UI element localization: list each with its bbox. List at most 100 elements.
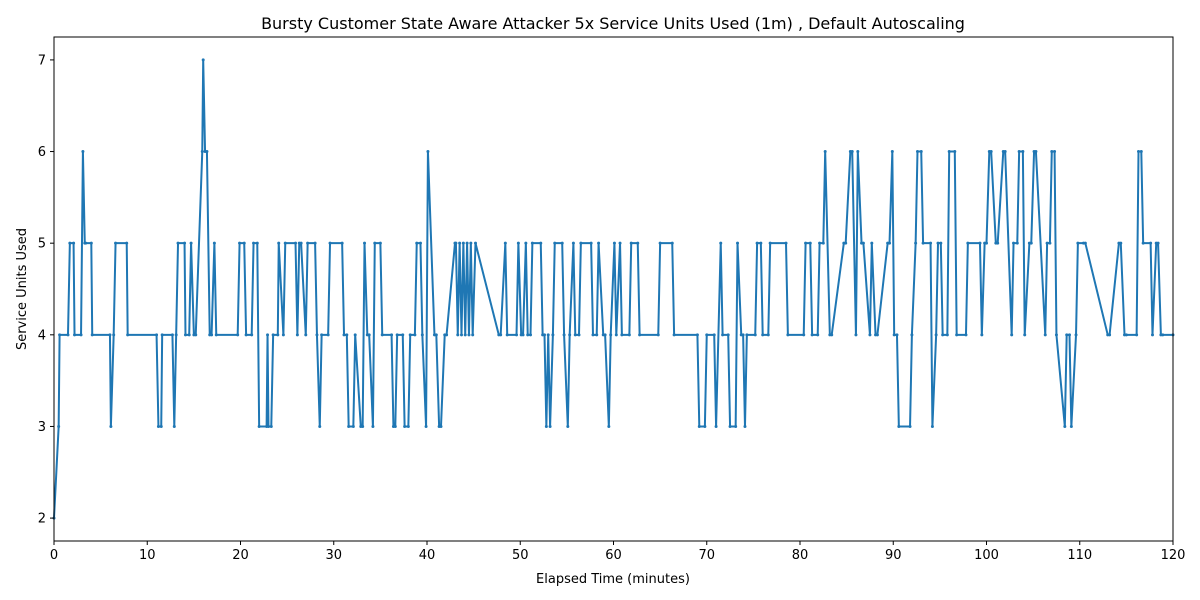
data-point [395, 333, 399, 337]
data-point [714, 424, 718, 428]
data-point [741, 333, 745, 337]
data-point [721, 333, 725, 337]
data-point [1048, 241, 1052, 245]
x-tick-label: 90 [885, 548, 902, 563]
data-point [875, 333, 879, 337]
data-point [577, 333, 581, 337]
data-point [516, 241, 520, 245]
x-tick-label: 70 [698, 548, 715, 563]
data-point [458, 241, 462, 245]
data-point [467, 333, 471, 337]
data-point [895, 333, 899, 337]
data-point [697, 424, 701, 428]
data-point [353, 333, 357, 337]
data-point [159, 424, 163, 428]
data-point [1108, 333, 1112, 337]
data-point [401, 333, 405, 337]
data-point [66, 333, 70, 337]
data-point [1161, 333, 1165, 337]
data-point [1135, 333, 1139, 337]
data-point [636, 241, 640, 245]
data-point [844, 241, 848, 245]
data-point [57, 424, 61, 428]
data-point [1034, 150, 1038, 154]
y-tick-label: 4 [38, 328, 46, 343]
data-point [802, 333, 806, 337]
data-point [1015, 241, 1019, 245]
data-point [320, 333, 324, 337]
data-point [326, 333, 330, 337]
data-point [345, 333, 349, 337]
data-point [804, 241, 808, 245]
data-point [160, 333, 164, 337]
data-point [378, 241, 382, 245]
data-point [980, 333, 984, 337]
data-point [1045, 241, 1049, 245]
data-point [910, 333, 914, 337]
chart-title: Bursty Customer State Aware Attacker 5x … [261, 14, 965, 33]
data-point [460, 333, 463, 337]
x-tick-label: 110 [1067, 548, 1092, 563]
data-point [367, 333, 371, 337]
x-tick-label: 50 [512, 548, 529, 563]
y-tick-label: 3 [38, 420, 46, 435]
data-point [816, 333, 820, 337]
data-point [620, 333, 624, 337]
x-tick-label: 80 [792, 548, 809, 563]
data-point [403, 424, 407, 428]
data-point [456, 333, 460, 337]
data-point [544, 424, 548, 428]
data-point [454, 241, 458, 245]
data-point [68, 241, 72, 245]
x-tick-label: 40 [419, 548, 436, 563]
data-point [908, 424, 912, 428]
data-point [255, 241, 259, 245]
data-point [529, 333, 533, 337]
x-tick-label: 60 [605, 548, 622, 563]
data-point [328, 241, 332, 245]
data-point [473, 241, 477, 245]
data-point [1043, 333, 1047, 337]
data-point [539, 241, 543, 245]
data-point [543, 333, 546, 337]
data-point [406, 424, 410, 428]
data-point [947, 150, 951, 154]
data-point [1054, 333, 1058, 337]
data-point [84, 241, 88, 245]
data-point [934, 333, 938, 337]
data-point [499, 333, 503, 337]
data-point [281, 333, 285, 337]
data-point [591, 333, 595, 337]
data-point [371, 424, 375, 428]
data-point [1069, 424, 1073, 428]
data-point [445, 333, 449, 337]
data-point [734, 424, 738, 428]
data-point [183, 241, 187, 245]
data-point [252, 241, 256, 245]
x-tick-label: 100 [974, 548, 999, 563]
data-point [1063, 424, 1067, 428]
data-point [553, 241, 557, 245]
data-point [695, 333, 699, 337]
data-point [1065, 333, 1069, 337]
data-point [914, 241, 918, 245]
data-point [1137, 150, 1140, 154]
data-point [351, 424, 355, 428]
data-point [672, 333, 676, 337]
data-point [236, 333, 240, 337]
data-point [768, 241, 772, 245]
data-point [1010, 333, 1014, 337]
data-point [614, 333, 618, 337]
data-point [250, 333, 254, 337]
data-point [424, 424, 428, 428]
data-point [295, 333, 299, 337]
data-point [469, 241, 473, 245]
data-point [426, 150, 430, 154]
y-tick-label: 7 [38, 53, 46, 68]
data-point [530, 241, 534, 245]
data-point [420, 333, 424, 337]
data-point [1053, 150, 1057, 154]
data-point [945, 333, 949, 337]
data-point [712, 333, 716, 337]
